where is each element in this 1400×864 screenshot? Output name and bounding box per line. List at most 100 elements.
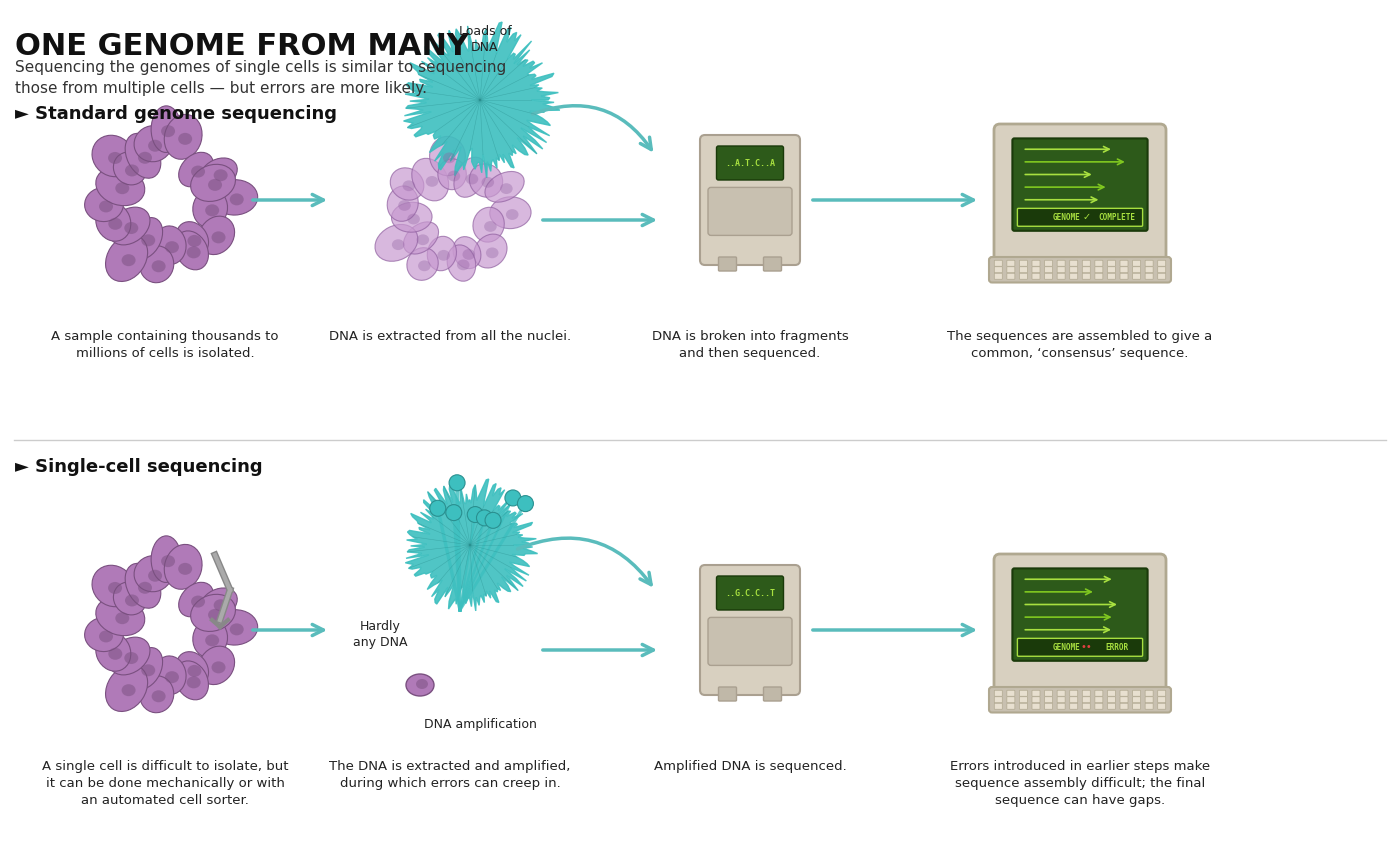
Ellipse shape bbox=[188, 235, 202, 247]
FancyBboxPatch shape bbox=[1070, 690, 1078, 696]
FancyBboxPatch shape bbox=[994, 690, 1002, 696]
Ellipse shape bbox=[456, 259, 469, 270]
FancyBboxPatch shape bbox=[1032, 267, 1040, 273]
FancyBboxPatch shape bbox=[1082, 690, 1091, 696]
FancyBboxPatch shape bbox=[994, 260, 1002, 266]
FancyBboxPatch shape bbox=[1107, 703, 1116, 709]
FancyBboxPatch shape bbox=[1120, 703, 1128, 709]
FancyBboxPatch shape bbox=[1032, 690, 1040, 696]
Ellipse shape bbox=[84, 617, 123, 651]
FancyBboxPatch shape bbox=[994, 696, 1002, 702]
Ellipse shape bbox=[426, 176, 438, 187]
Ellipse shape bbox=[92, 565, 134, 607]
FancyBboxPatch shape bbox=[1095, 260, 1103, 266]
FancyBboxPatch shape bbox=[1082, 273, 1091, 279]
FancyBboxPatch shape bbox=[1145, 696, 1154, 702]
FancyBboxPatch shape bbox=[1019, 273, 1028, 279]
Ellipse shape bbox=[193, 189, 228, 228]
Ellipse shape bbox=[165, 241, 179, 253]
Ellipse shape bbox=[125, 222, 139, 234]
Ellipse shape bbox=[209, 179, 223, 191]
FancyBboxPatch shape bbox=[1070, 696, 1078, 702]
Text: Loads of
DNA: Loads of DNA bbox=[459, 25, 511, 54]
Ellipse shape bbox=[148, 569, 162, 581]
Ellipse shape bbox=[95, 202, 130, 241]
Ellipse shape bbox=[500, 183, 512, 194]
FancyBboxPatch shape bbox=[1032, 273, 1040, 279]
Ellipse shape bbox=[113, 152, 147, 185]
Ellipse shape bbox=[454, 157, 486, 197]
Ellipse shape bbox=[139, 152, 153, 164]
Ellipse shape bbox=[473, 234, 507, 268]
Ellipse shape bbox=[391, 168, 424, 200]
Ellipse shape bbox=[473, 207, 504, 242]
Circle shape bbox=[476, 510, 493, 526]
FancyBboxPatch shape bbox=[1019, 260, 1028, 266]
Ellipse shape bbox=[417, 234, 430, 245]
Text: A single cell is difficult to isolate, but
it can be done mechanically or with
a: A single cell is difficult to isolate, b… bbox=[42, 760, 288, 807]
Ellipse shape bbox=[154, 226, 186, 264]
Ellipse shape bbox=[403, 181, 416, 191]
FancyBboxPatch shape bbox=[1158, 696, 1166, 702]
Ellipse shape bbox=[125, 652, 139, 664]
FancyBboxPatch shape bbox=[1007, 260, 1015, 266]
Ellipse shape bbox=[403, 222, 438, 254]
Ellipse shape bbox=[407, 213, 420, 225]
FancyBboxPatch shape bbox=[1120, 260, 1128, 266]
FancyBboxPatch shape bbox=[1107, 260, 1116, 266]
Ellipse shape bbox=[122, 254, 136, 266]
Ellipse shape bbox=[151, 536, 181, 582]
Ellipse shape bbox=[99, 200, 113, 213]
Ellipse shape bbox=[95, 167, 144, 206]
Ellipse shape bbox=[115, 182, 129, 194]
Ellipse shape bbox=[125, 594, 139, 607]
FancyBboxPatch shape bbox=[1007, 690, 1015, 696]
FancyBboxPatch shape bbox=[1095, 273, 1103, 279]
FancyBboxPatch shape bbox=[1133, 690, 1141, 696]
FancyBboxPatch shape bbox=[1095, 267, 1103, 273]
FancyBboxPatch shape bbox=[718, 257, 736, 271]
FancyBboxPatch shape bbox=[1032, 260, 1040, 266]
FancyBboxPatch shape bbox=[994, 703, 1002, 709]
Ellipse shape bbox=[199, 216, 235, 255]
Ellipse shape bbox=[230, 623, 244, 635]
Ellipse shape bbox=[115, 613, 129, 624]
Text: COMPLETE: COMPLETE bbox=[1098, 213, 1135, 222]
Ellipse shape bbox=[200, 588, 237, 619]
Ellipse shape bbox=[206, 634, 220, 646]
FancyBboxPatch shape bbox=[1044, 267, 1053, 273]
FancyBboxPatch shape bbox=[1107, 696, 1116, 702]
Ellipse shape bbox=[95, 597, 144, 636]
Text: Amplified DNA is sequenced.: Amplified DNA is sequenced. bbox=[654, 760, 847, 773]
Ellipse shape bbox=[176, 222, 209, 256]
Ellipse shape bbox=[211, 180, 258, 215]
Ellipse shape bbox=[84, 187, 123, 221]
FancyBboxPatch shape bbox=[1044, 260, 1053, 266]
FancyBboxPatch shape bbox=[1158, 703, 1166, 709]
FancyBboxPatch shape bbox=[1133, 260, 1141, 266]
FancyBboxPatch shape bbox=[1012, 569, 1148, 661]
Ellipse shape bbox=[438, 159, 466, 190]
Text: The sequences are assembled to give a
common, ‘consensus’ sequence.: The sequences are assembled to give a co… bbox=[948, 330, 1212, 360]
Ellipse shape bbox=[178, 562, 192, 575]
Ellipse shape bbox=[211, 661, 225, 673]
Ellipse shape bbox=[179, 582, 213, 617]
Ellipse shape bbox=[176, 651, 209, 686]
Text: ..G.C.C..T: ..G.C.C..T bbox=[725, 588, 776, 598]
FancyBboxPatch shape bbox=[1057, 703, 1065, 709]
Text: ••: •• bbox=[1081, 642, 1092, 652]
Ellipse shape bbox=[200, 158, 237, 188]
Ellipse shape bbox=[484, 171, 524, 202]
FancyBboxPatch shape bbox=[700, 135, 799, 265]
Ellipse shape bbox=[484, 221, 497, 232]
FancyBboxPatch shape bbox=[994, 554, 1166, 696]
Ellipse shape bbox=[105, 235, 147, 282]
FancyBboxPatch shape bbox=[1007, 273, 1015, 279]
Ellipse shape bbox=[139, 581, 153, 594]
Text: ► Single-cell sequencing: ► Single-cell sequencing bbox=[15, 458, 263, 476]
Ellipse shape bbox=[134, 556, 172, 592]
FancyBboxPatch shape bbox=[1007, 703, 1015, 709]
Ellipse shape bbox=[141, 664, 155, 677]
FancyBboxPatch shape bbox=[1158, 267, 1166, 273]
FancyBboxPatch shape bbox=[1044, 273, 1053, 279]
